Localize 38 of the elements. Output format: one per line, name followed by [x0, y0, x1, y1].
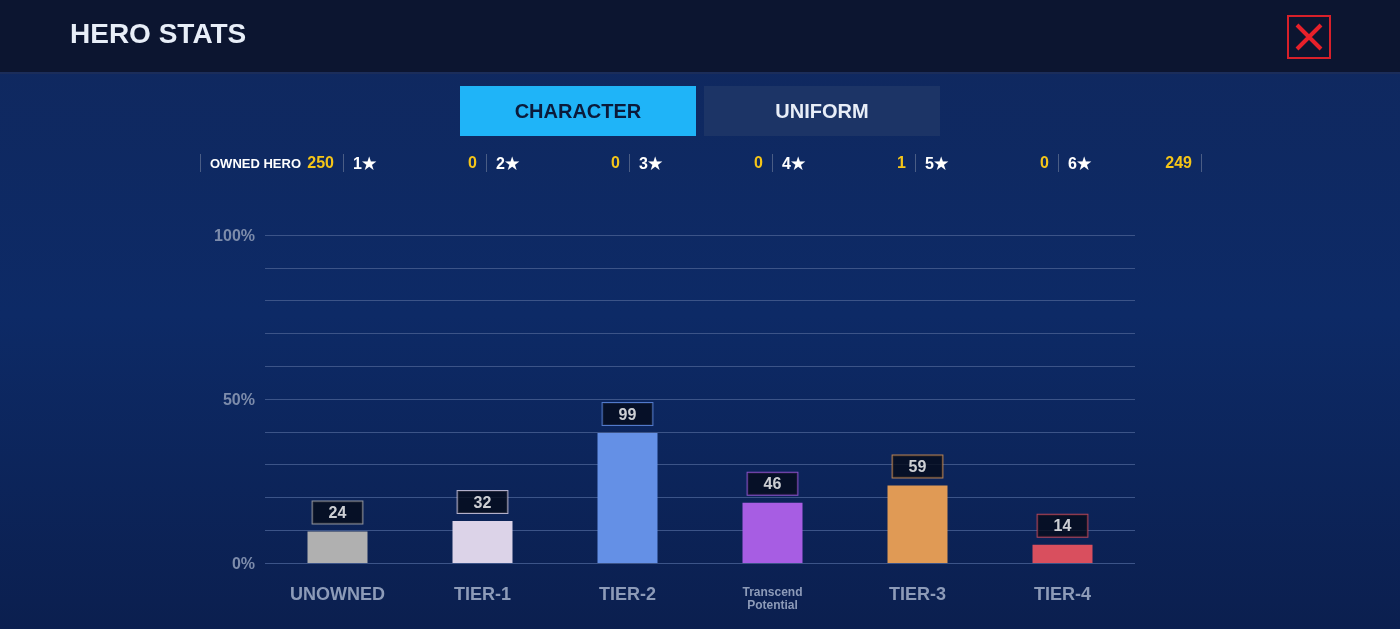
- text: 6★: [1068, 153, 1091, 173]
- text: 5★: [925, 153, 948, 173]
- y-tick-label: 100%: [214, 226, 255, 244]
- bar: [307, 531, 368, 563]
- text: 0: [754, 154, 763, 172]
- text: 0: [1040, 154, 1049, 172]
- annotation: 32: [473, 493, 492, 511]
- text: 3★: [639, 153, 662, 173]
- y-tick-label: 50%: [222, 390, 255, 408]
- annotation: 59: [908, 458, 927, 476]
- text: OWNED HERO: [210, 155, 301, 171]
- bar: [1032, 544, 1093, 563]
- text: 250: [307, 154, 334, 172]
- text: 2★: [496, 153, 519, 173]
- x-tick-label: TIER-3: [888, 584, 947, 604]
- text: 1: [897, 154, 906, 172]
- chart-title: HERO STATS: [70, 18, 247, 50]
- text: 0: [468, 154, 477, 172]
- text: CHARACTER: [460, 86, 696, 136]
- text: 249: [1165, 154, 1192, 172]
- x-tick-label: TIER-4: [1033, 584, 1092, 604]
- annotation: 14: [1053, 517, 1072, 535]
- bar: [887, 485, 948, 563]
- x-tick-label: Transcend Potential: [742, 584, 803, 612]
- bar: [452, 521, 513, 563]
- x-tick-label: UNOWNED: [290, 584, 385, 604]
- text: 0: [611, 154, 620, 172]
- x-tick-label: TIER-1: [453, 584, 512, 604]
- annotation: 99: [618, 405, 637, 423]
- annotation: 24: [328, 504, 347, 522]
- bar: [742, 502, 803, 563]
- text: 1★: [353, 153, 376, 173]
- y-tick-label: 0%: [231, 554, 255, 572]
- x-tick-label: TIER-2: [598, 584, 657, 604]
- annotation: 46: [763, 475, 782, 493]
- text: 4★: [782, 153, 805, 173]
- bar: [597, 433, 658, 563]
- text: UNIFORM: [704, 86, 940, 136]
